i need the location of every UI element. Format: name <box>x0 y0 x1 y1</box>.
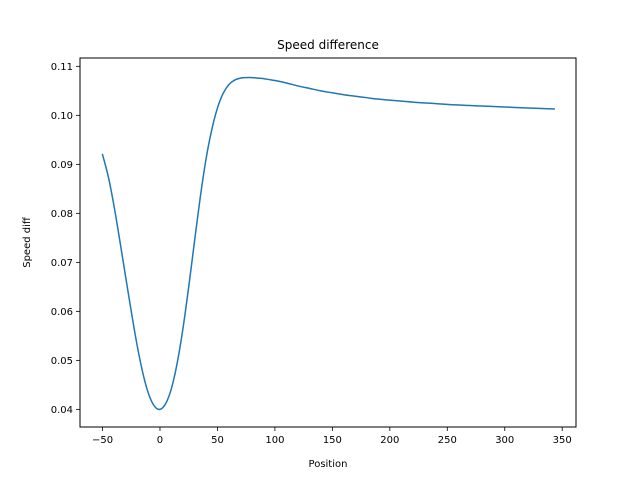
x-tick-label: 200 <box>380 435 399 446</box>
y-tick-label: 0.10 <box>51 111 73 122</box>
y-tick-label: 0.04 <box>51 405 73 416</box>
y-axis-label: Speed diff <box>22 216 33 268</box>
y-tick-label: 0.09 <box>51 160 73 171</box>
x-tick-label: 100 <box>265 435 284 446</box>
chart-title: Speed difference <box>277 38 379 52</box>
y-tick-label: 0.07 <box>51 258 73 269</box>
x-tick-label: 350 <box>553 435 572 446</box>
y-tick-label: 0.06 <box>51 307 73 318</box>
y-tick-label: 0.05 <box>51 356 73 367</box>
plot-area <box>80 58 576 427</box>
x-tick-label: 50 <box>211 435 224 446</box>
y-tick-label: 0.08 <box>51 209 73 220</box>
x-tick-label: 0 <box>157 435 163 446</box>
x-tick-label: 250 <box>438 435 457 446</box>
x-tick-label: −50 <box>92 435 113 446</box>
x-axis-label: Position <box>309 459 348 470</box>
x-tick-label: 300 <box>495 435 514 446</box>
y-tick-label: 0.11 <box>51 62 73 73</box>
x-tick-label: 150 <box>323 435 342 446</box>
